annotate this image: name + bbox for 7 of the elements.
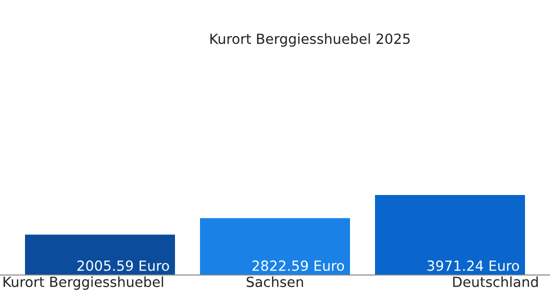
x-tick-label: Kurort Berggiesshuebel: [4, 276, 164, 290]
chart-title: Kurort Berggiesshuebel 2025: [210, 33, 410, 47]
data-label: 3971.24 Euro: [427, 260, 519, 271]
data-label: 2822.59 Euro: [252, 260, 344, 271]
data-label: 2005.59 Euro: [77, 260, 169, 271]
x-tick-label: Sachsen: [246, 276, 303, 288]
x-tick-label: Deutschland: [453, 276, 538, 288]
